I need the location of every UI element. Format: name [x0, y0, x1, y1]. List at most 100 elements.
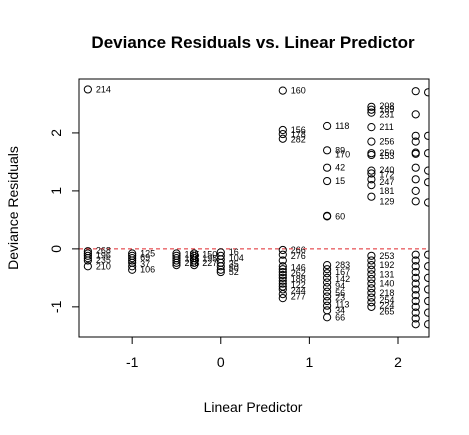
data-point-45	[278, 276, 287, 285]
y-tick-label-1: 0	[48, 245, 64, 253]
data-point-44	[278, 273, 287, 282]
data-point-24	[190, 258, 199, 267]
data-point-5	[83, 256, 92, 265]
data-point-35	[278, 129, 287, 139]
point-label-29: 122	[291, 280, 306, 290]
point-label-23: 282	[291, 134, 306, 144]
point-label-50: 211	[379, 122, 393, 132]
point-label-17: 35	[229, 259, 239, 269]
data-point-127	[424, 308, 429, 317]
point-label-55: 172	[379, 170, 394, 180]
data-point-56	[323, 212, 332, 221]
point-label-39: 167	[335, 267, 350, 277]
point-label-30: 244	[291, 286, 306, 296]
data-point-60	[323, 273, 332, 282]
data-point-67	[323, 306, 332, 315]
data-point-17	[172, 256, 181, 265]
y-tick-label-3: 2	[48, 129, 64, 137]
data-point-64	[323, 292, 332, 301]
point-label-51: 256	[379, 137, 394, 147]
data-point-108	[411, 279, 420, 288]
point-label-4: 210	[96, 261, 111, 271]
data-point-33	[278, 86, 287, 95]
data-point-10	[128, 256, 137, 265]
data-point-84	[367, 265, 376, 274]
data-point-65	[323, 296, 332, 306]
point-label-25: 276	[291, 251, 306, 261]
data-point-30	[216, 262, 225, 271]
data-point-128	[424, 320, 429, 329]
data-point-122	[424, 250, 429, 259]
data-point-4	[83, 254, 92, 263]
data-point-87	[367, 279, 376, 288]
point-label-9: 185	[184, 250, 199, 260]
data-point-76	[367, 166, 376, 175]
point-label-10: 186	[184, 254, 199, 264]
data-point-80	[367, 192, 376, 201]
chart-title: Deviance Residuals vs. Linear Predictor	[91, 33, 415, 52]
data-point-58	[323, 265, 332, 274]
data-point-62	[323, 283, 332, 292]
y-tick-label-0: -1	[48, 300, 64, 313]
data-point-42	[278, 267, 287, 277]
point-label-47: 208	[379, 101, 394, 111]
data-point-49	[278, 289, 287, 299]
point-label-35: 42	[335, 163, 345, 173]
point-label-22: 178	[291, 130, 306, 140]
data-point-98	[411, 149, 420, 158]
point-label-3: 235	[96, 255, 111, 265]
point-label-27: 262	[291, 268, 306, 278]
data-point-104	[411, 256, 420, 265]
x-axis-label: Linear Predictor	[204, 399, 303, 415]
data-point-61	[323, 278, 332, 287]
point-label-2: 196	[96, 250, 111, 260]
point-label-38: 283	[335, 260, 350, 270]
data-point-99	[411, 163, 420, 172]
data-point-25	[190, 261, 199, 270]
point-label-24: 266	[291, 245, 306, 255]
data-point-119	[424, 166, 429, 175]
data-point-9	[128, 254, 137, 263]
data-point-82	[367, 256, 376, 265]
data-points	[83, 85, 429, 329]
x-tick-label-3: 2	[394, 354, 402, 370]
data-point-115	[411, 320, 420, 329]
data-point-57	[323, 261, 332, 270]
point-label-26: 146	[291, 262, 306, 272]
point-label-31: 277	[291, 291, 306, 301]
data-point-0	[83, 85, 92, 94]
point-label-12: 150	[202, 250, 217, 260]
data-point-13	[128, 265, 137, 274]
data-point-117	[424, 131, 429, 140]
point-label-28: 188	[291, 274, 306, 284]
data-point-71	[367, 108, 376, 117]
point-label-62: 140	[379, 279, 394, 289]
data-point-52	[323, 146, 332, 155]
data-point-85	[367, 270, 376, 279]
point-label-65: 224	[379, 301, 394, 311]
point-label-5: 125	[140, 249, 155, 259]
point-label-57: 181	[379, 186, 394, 196]
data-point-81	[367, 251, 376, 260]
data-point-37	[278, 245, 287, 255]
data-point-32	[216, 267, 225, 277]
point-label-18: 50	[229, 263, 239, 273]
point-label-6: 69	[140, 253, 150, 263]
point-label-56: 247	[379, 177, 394, 187]
data-point-109	[411, 285, 420, 294]
point-label-20: 160	[291, 86, 306, 96]
point-label-13: 195	[202, 254, 217, 264]
data-point-124	[424, 273, 429, 282]
data-point-116	[424, 88, 429, 97]
data-point-94	[411, 110, 420, 119]
point-label-34: 170	[335, 149, 350, 159]
point-label-8: 106	[140, 265, 155, 275]
point-label-36: 15	[335, 176, 345, 186]
data-point-79	[367, 180, 376, 190]
data-point-105	[411, 262, 420, 271]
data-point-34	[278, 125, 287, 135]
data-point-106	[411, 267, 420, 277]
data-point-3	[83, 251, 92, 260]
data-point-95	[411, 131, 420, 140]
